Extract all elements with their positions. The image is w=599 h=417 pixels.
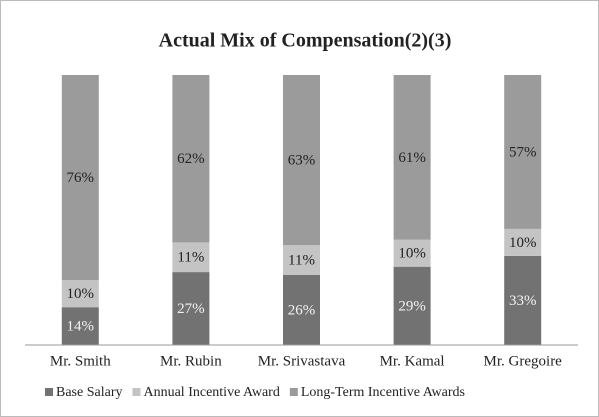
bar-segment <box>172 75 210 243</box>
data-label: 10% <box>67 286 95 302</box>
data-label: 26% <box>288 302 316 318</box>
legend-label: Annual Incentive Award <box>143 385 279 400</box>
bar-segment <box>393 239 431 267</box>
data-label: 27% <box>177 301 205 317</box>
bar-segment <box>61 307 99 345</box>
x-tick-label: Mr. Kamal <box>380 353 445 369</box>
bar-segment <box>172 272 210 345</box>
data-label: 11% <box>288 252 315 268</box>
x-tick-label: Mr. Rubin <box>160 353 222 369</box>
data-label: 76% <box>67 170 95 186</box>
bar-segment <box>504 228 542 256</box>
data-label: 10% <box>398 246 426 262</box>
legend-swatch <box>289 388 298 396</box>
bar-segment <box>283 274 320 345</box>
data-label: 63% <box>288 152 316 168</box>
x-tick-label: Mr. Gregoire <box>484 353 563 369</box>
legend-label: Long-Term Incentive Awards <box>301 385 465 400</box>
bar-segment <box>61 75 99 281</box>
bar-segment <box>172 242 210 273</box>
data-label: 10% <box>509 235 537 251</box>
bar-segment <box>504 75 542 229</box>
x-tick-label: Mr. Smith <box>50 353 111 369</box>
bar-segment <box>283 75 320 246</box>
bar-segment <box>393 266 431 345</box>
data-label: 57% <box>509 144 537 160</box>
bar-segment <box>61 280 99 308</box>
legend-label: Base Salary <box>56 385 122 400</box>
bar-segment <box>504 255 542 345</box>
data-label: 14% <box>67 319 95 335</box>
legend-swatch <box>132 388 141 396</box>
bar-segment <box>393 75 431 240</box>
bar-segment <box>283 245 320 275</box>
data-label: 11% <box>177 250 204 266</box>
x-tick-label: Mr. Srivastava <box>258 353 346 369</box>
data-label: 62% <box>177 151 205 167</box>
data-label: 33% <box>509 293 537 309</box>
data-label: 29% <box>398 298 426 314</box>
data-label: 61% <box>398 150 426 166</box>
legend-swatch <box>45 388 53 396</box>
chart-title: Actual Mix of Compensation(2)(3) <box>159 30 452 52</box>
